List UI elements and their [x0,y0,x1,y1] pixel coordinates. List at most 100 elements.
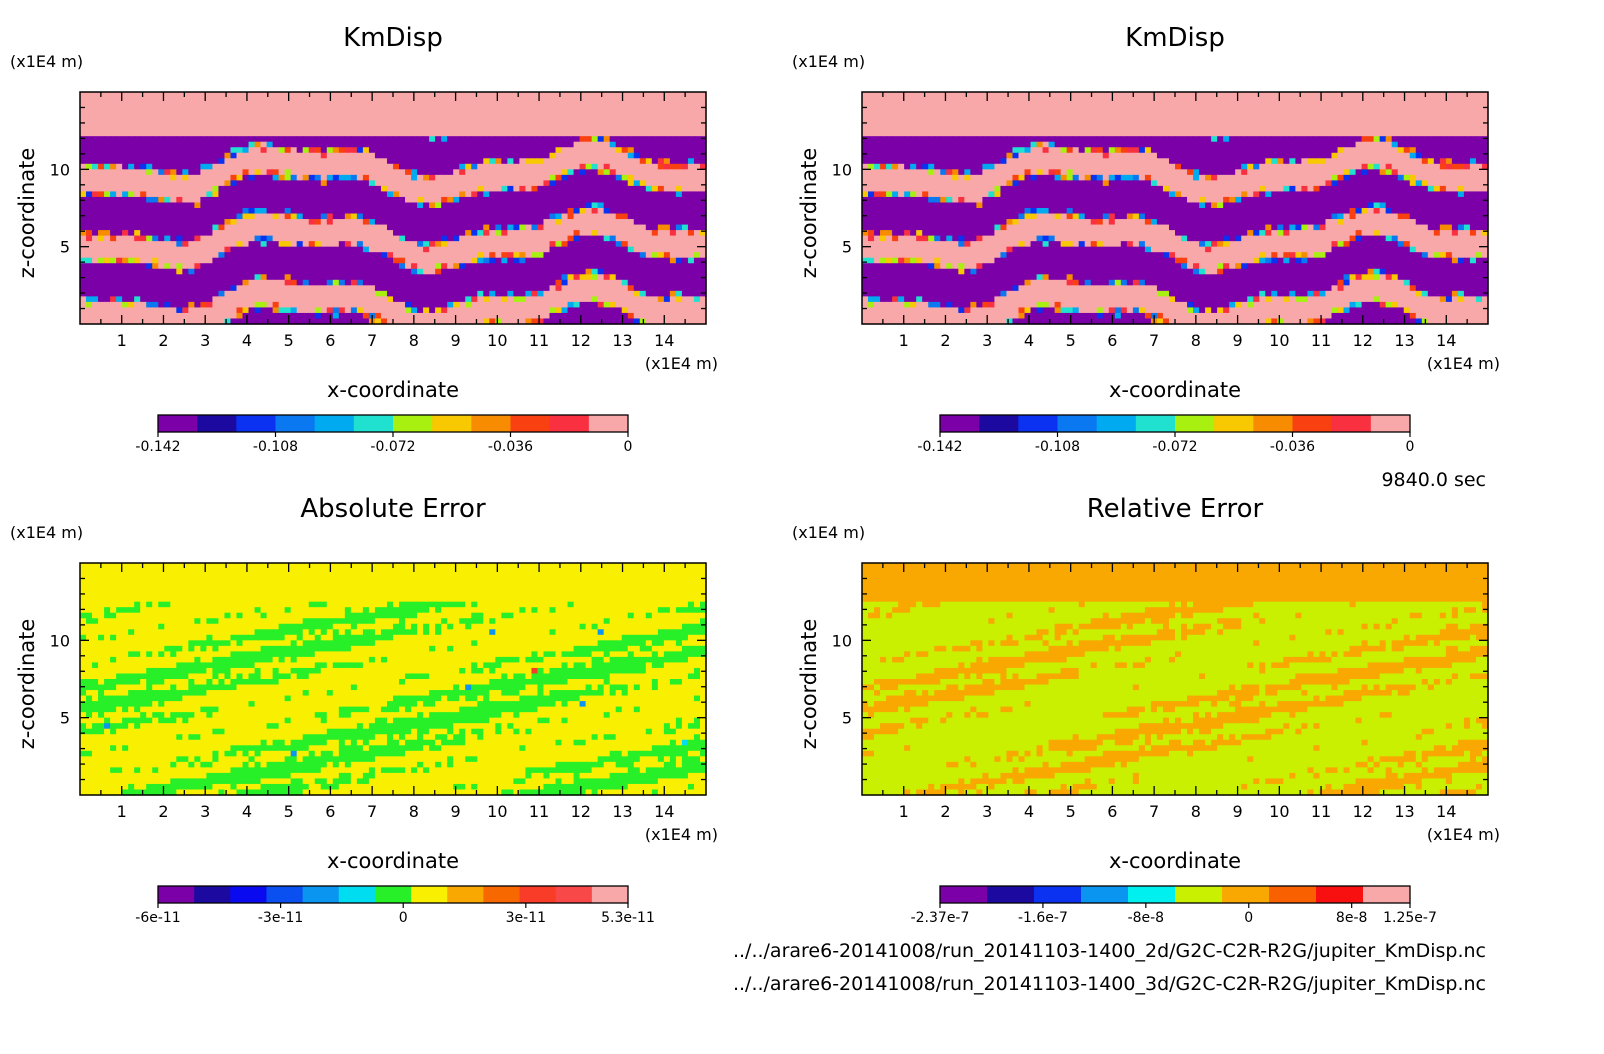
field-cell [158,268,165,275]
field-cell [555,141,563,148]
field-cell [278,196,286,204]
field-cell [399,147,406,154]
field-cell [284,97,292,104]
field-cell [471,246,478,253]
field-cell [242,147,250,154]
field-cell [128,130,135,137]
field-cell [471,191,478,198]
field-cell [525,241,533,248]
field-cell [302,119,310,126]
field-cell [675,180,683,187]
field-cell [380,274,388,281]
field-cell [350,147,358,154]
field-cell [98,158,105,165]
field-cell [122,257,129,264]
field-cell [579,224,587,231]
field-cell [597,158,605,165]
field-cell [699,114,707,121]
field-cell [356,279,364,286]
field-cell [687,174,695,181]
field-cell [1403,103,1411,110]
field-cell [435,246,442,253]
field-cell [477,130,484,137]
field-cell [579,196,587,204]
field-cell [471,185,478,193]
field-cell [188,257,195,264]
field-cell [272,241,280,248]
field-cell [344,219,352,226]
field-cell [110,152,117,159]
field-cell [585,213,593,220]
field-cell [104,224,111,231]
field-cell [627,114,635,121]
field-cell [1042,103,1050,110]
field-cell [284,163,292,170]
field-cell [441,290,448,297]
field-cell [320,246,328,253]
field-cell [248,136,256,143]
field-cell [1205,92,1212,99]
field-cell [92,268,99,275]
field-cell [603,158,611,165]
field-cell [326,108,334,115]
field-cell [633,224,641,231]
field-cell [338,263,346,270]
field-cell [615,263,623,270]
field-cell [302,196,310,204]
field-cell [236,252,244,259]
field-cell [549,268,557,275]
field-cell [122,208,129,215]
field-cell [308,301,316,309]
field-cell [465,108,472,115]
field-cell [411,274,418,281]
field-cell [417,130,424,137]
field-cell [441,136,448,143]
field-cell [519,169,527,176]
field-cell [645,241,653,248]
field-cell [405,213,412,220]
field-cell [362,180,370,187]
field-cell [555,312,563,320]
field-cell [639,307,647,314]
field-cell [633,268,641,275]
field-cell [399,97,406,104]
field-cell [393,301,400,309]
field-cell [248,119,256,126]
field-cell [1397,108,1405,115]
field-cell [1415,92,1423,99]
field-cell [429,312,436,320]
field-cell [230,136,238,143]
field-cell [501,191,508,198]
field-cell [170,235,177,242]
field-cell [248,108,256,115]
field-cell [585,202,593,209]
field-cell [429,103,436,110]
field-cell [447,125,454,132]
field-cell [302,97,310,104]
field-cell [110,312,117,320]
field-cell [982,103,989,110]
field-cell [374,279,382,286]
field-cell [501,152,508,159]
field-cell [549,119,557,126]
field-cell [116,208,123,215]
field-cell [128,103,135,110]
field-cell [645,263,653,270]
field-cell [1006,103,1014,110]
field-cell [194,202,201,209]
field-cell [350,230,358,237]
field-cell [380,119,388,126]
field-cell [86,213,93,220]
field-cell [405,290,412,297]
field-cell [296,141,304,148]
field-cell [368,219,376,226]
field-cell [627,290,635,297]
field-cell [669,136,677,143]
field-cell [116,241,123,248]
field-cell [549,235,557,242]
field-cell [308,92,316,99]
field-cell [507,268,514,275]
field-cell [230,318,238,325]
field-cell [477,180,484,187]
field-cell [405,268,412,275]
